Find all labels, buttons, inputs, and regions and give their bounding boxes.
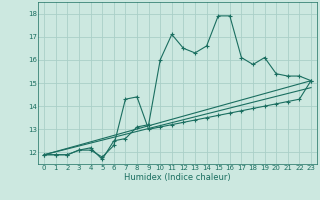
X-axis label: Humidex (Indice chaleur): Humidex (Indice chaleur) [124,173,231,182]
